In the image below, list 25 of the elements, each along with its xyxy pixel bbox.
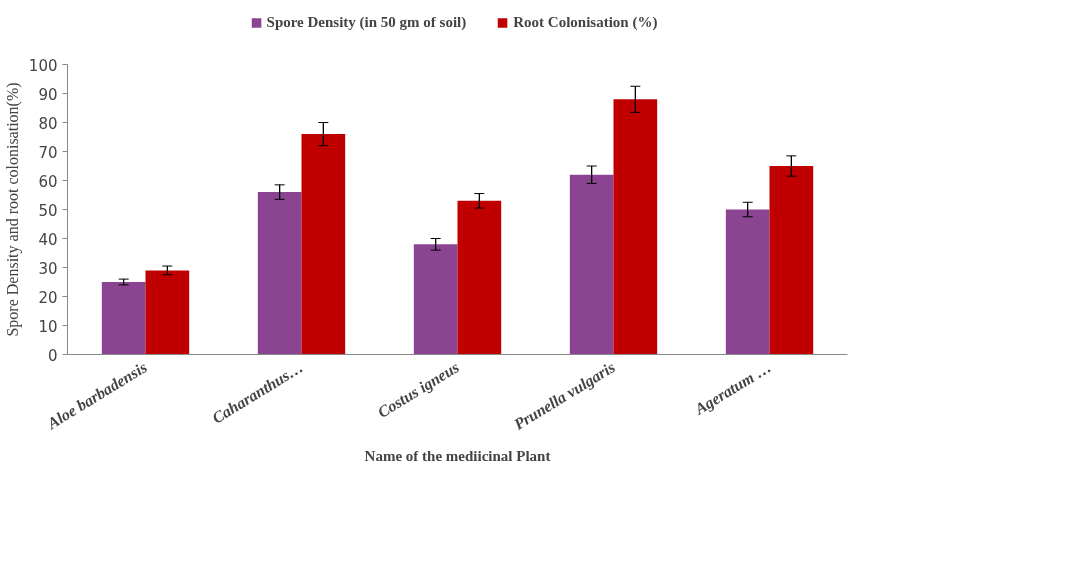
y-axis-title: Spore Density and root colonisation(%) — [3, 82, 22, 337]
y-tick-label: 80 — [38, 114, 58, 133]
legend-label: Root Colonisation (%) — [513, 13, 658, 31]
bar — [413, 244, 458, 355]
y-tick-label: 70 — [38, 143, 58, 162]
bar — [301, 134, 346, 355]
bar — [457, 200, 502, 355]
bar — [257, 192, 302, 355]
y-tick-label: 50 — [38, 201, 58, 220]
y-tick-label: 10 — [38, 317, 58, 336]
y-tick-label: 20 — [38, 288, 58, 307]
y-tick-label: 30 — [38, 259, 58, 278]
y-tick-label: 90 — [38, 85, 58, 104]
y-tick-label: 100 — [28, 56, 58, 75]
bar — [769, 166, 814, 355]
legend-label: Spore Density (in 50 gm of soil) — [266, 13, 467, 31]
y-tick-label: 40 — [38, 230, 58, 249]
y-tick-label: 0 — [47, 346, 58, 365]
bar — [613, 99, 658, 355]
bar — [725, 209, 770, 355]
y-tick-label: 60 — [38, 172, 58, 191]
x-axis-title: Name of the mediicinal Plant — [364, 448, 551, 465]
bar — [101, 282, 146, 355]
bar — [569, 174, 614, 355]
bar — [145, 270, 190, 355]
